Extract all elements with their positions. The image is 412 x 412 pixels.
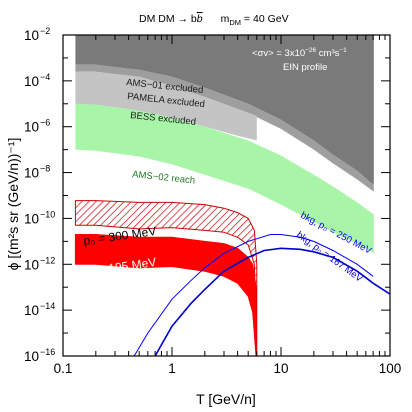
y-tick-label: 10 (24, 28, 39, 43)
y-tick-label: 10 (24, 349, 39, 364)
x-tick-label: 0.1 (54, 361, 73, 376)
y-tick-exponent: −10 (40, 209, 55, 219)
cross-section-annotation: <σv> = 3x10−26 cm³s−1 (252, 47, 347, 59)
y-tick-label: 10 (24, 303, 39, 318)
axes (62, 34, 391, 357)
y-tick-label: 10 (24, 257, 39, 272)
ams-01-excluded-region (75, 35, 374, 185)
profile-annotation: EIN profile (283, 62, 327, 73)
x-axis-title: T [GeV/n] (196, 391, 256, 407)
y-tick-label: 10 (24, 166, 39, 181)
y-tick-exponent: −8 (40, 164, 50, 174)
y-tick-label: 10 (24, 120, 39, 135)
ams-02-reach-region (75, 103, 374, 254)
label-ams-02-reach: AMS−02 reach (132, 169, 196, 187)
y-tick-exponent: −6 (40, 118, 50, 128)
band-p-300-mev (74, 200, 258, 356)
plot-area (74, 35, 390, 356)
line-bkg-p-250-mev (133, 234, 374, 356)
y-tick-label: 10 (24, 211, 39, 226)
y-tick-label: 10 (24, 74, 39, 89)
x-tick-label: 1 (168, 361, 176, 376)
y-tick-exponent: −14 (40, 301, 55, 311)
line-bkg-p-167-mev (154, 247, 390, 356)
y-tick-exponent: −2 (40, 26, 50, 36)
bess-excluded-region (75, 71, 257, 141)
chart-title: DM DM → bb mDM = 40 GeV (139, 13, 289, 27)
band-p-195-mev (74, 234, 257, 356)
y-axis-title: ϕ [(m²s sr (GeV/n))⁻¹] (5, 138, 21, 271)
y-tick-exponent: −12 (40, 255, 55, 265)
y-tick-exponent: −16 (40, 347, 55, 357)
y-tick-exponent: −4 (40, 72, 50, 82)
x-tick-label: 10 (273, 361, 288, 376)
x-tick-label: 100 (379, 361, 402, 376)
